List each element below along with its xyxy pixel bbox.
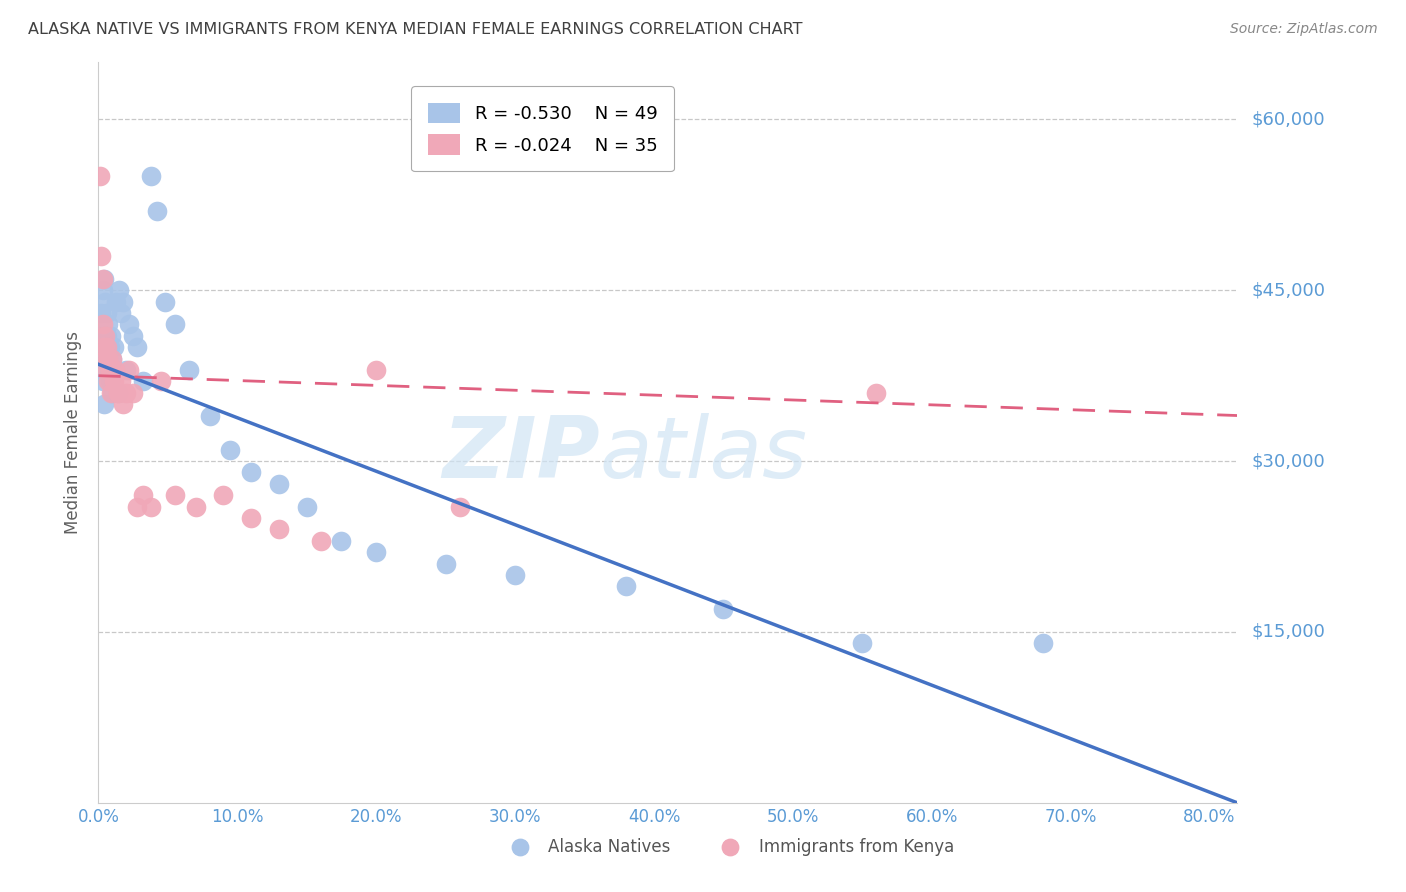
- Point: [94, 328, 117, 343]
- Text: Alaska Natives: Alaska Natives: [548, 838, 671, 856]
- Point: [600, 796, 623, 810]
- Point: [96, 328, 118, 343]
- Point: [100, 363, 122, 377]
- Point: [118, 363, 141, 377]
- Legend: R = -0.530    N = 49, R = -0.024    N = 35: R = -0.530 N = 49, R = -0.024 N = 35: [412, 87, 673, 171]
- Point: [267, 476, 290, 491]
- Point: [713, 602, 735, 616]
- Point: [118, 318, 141, 332]
- Point: [112, 294, 135, 309]
- Point: [105, 294, 128, 309]
- Y-axis label: Median Female Earnings: Median Female Earnings: [65, 331, 83, 534]
- Point: [90, 306, 112, 320]
- Point: [91, 272, 114, 286]
- Point: [91, 375, 114, 389]
- Point: [101, 351, 124, 366]
- Point: [184, 500, 207, 514]
- Point: [100, 328, 122, 343]
- Point: [122, 385, 145, 400]
- Point: [112, 397, 135, 411]
- Point: [94, 294, 117, 309]
- Point: [153, 294, 176, 309]
- Point: [132, 375, 155, 389]
- Point: [141, 169, 163, 184]
- Point: [163, 488, 186, 502]
- Point: [91, 318, 114, 332]
- Point: [94, 351, 117, 366]
- Point: [91, 283, 114, 297]
- Point: [97, 351, 120, 366]
- Point: [98, 375, 121, 389]
- Point: [366, 363, 388, 377]
- Point: [865, 385, 887, 400]
- Point: [177, 363, 200, 377]
- Point: [96, 340, 118, 354]
- Point: [93, 397, 115, 411]
- Point: [434, 557, 457, 571]
- Point: [240, 511, 263, 525]
- Point: [115, 363, 138, 377]
- Point: [212, 488, 235, 502]
- Point: [851, 636, 873, 650]
- Text: $60,000: $60,000: [1251, 111, 1324, 128]
- Point: [104, 363, 127, 377]
- Point: [94, 363, 117, 377]
- Point: [149, 375, 172, 389]
- Point: [93, 340, 115, 354]
- Point: [449, 500, 471, 514]
- Point: [101, 351, 124, 366]
- Text: Immigrants from Kenya: Immigrants from Kenya: [759, 838, 955, 856]
- Point: [103, 340, 125, 354]
- Text: Source: ZipAtlas.com: Source: ZipAtlas.com: [1230, 22, 1378, 37]
- Point: [103, 375, 125, 389]
- Point: [97, 375, 120, 389]
- Point: [110, 375, 132, 389]
- Point: [309, 533, 332, 548]
- Point: [503, 568, 526, 582]
- Point: [295, 500, 318, 514]
- Point: [96, 306, 118, 320]
- Point: [108, 283, 131, 297]
- Point: [97, 351, 120, 366]
- Point: [100, 385, 122, 400]
- Text: $30,000: $30,000: [1251, 452, 1324, 470]
- Point: [127, 500, 149, 514]
- Point: [89, 169, 111, 184]
- Point: [90, 351, 112, 366]
- Text: ZIP: ZIP: [441, 413, 599, 496]
- Point: [115, 385, 138, 400]
- Point: [240, 466, 263, 480]
- Point: [141, 500, 163, 514]
- Point: [198, 409, 221, 423]
- Point: [107, 385, 129, 400]
- Point: [132, 488, 155, 502]
- Point: [90, 249, 112, 263]
- Point: [858, 796, 880, 810]
- Point: [107, 385, 129, 400]
- Point: [219, 442, 242, 457]
- Text: ALASKA NATIVE VS IMMIGRANTS FROM KENYA MEDIAN FEMALE EARNINGS CORRELATION CHART: ALASKA NATIVE VS IMMIGRANTS FROM KENYA M…: [28, 22, 803, 37]
- Point: [93, 272, 115, 286]
- Point: [267, 523, 290, 537]
- Point: [330, 533, 353, 548]
- Text: atlas: atlas: [599, 413, 807, 496]
- Text: $45,000: $45,000: [1251, 281, 1326, 299]
- Point: [104, 363, 127, 377]
- Text: $15,000: $15,000: [1251, 623, 1324, 641]
- Point: [110, 306, 132, 320]
- Point: [96, 363, 118, 377]
- Point: [97, 318, 120, 332]
- Point: [163, 318, 186, 332]
- Point: [614, 579, 637, 593]
- Point: [122, 328, 145, 343]
- Point: [98, 363, 121, 377]
- Point: [89, 328, 111, 343]
- Point: [145, 203, 167, 218]
- Point: [127, 340, 149, 354]
- Point: [98, 340, 121, 354]
- Point: [1032, 636, 1054, 650]
- Point: [101, 385, 124, 400]
- Point: [366, 545, 388, 559]
